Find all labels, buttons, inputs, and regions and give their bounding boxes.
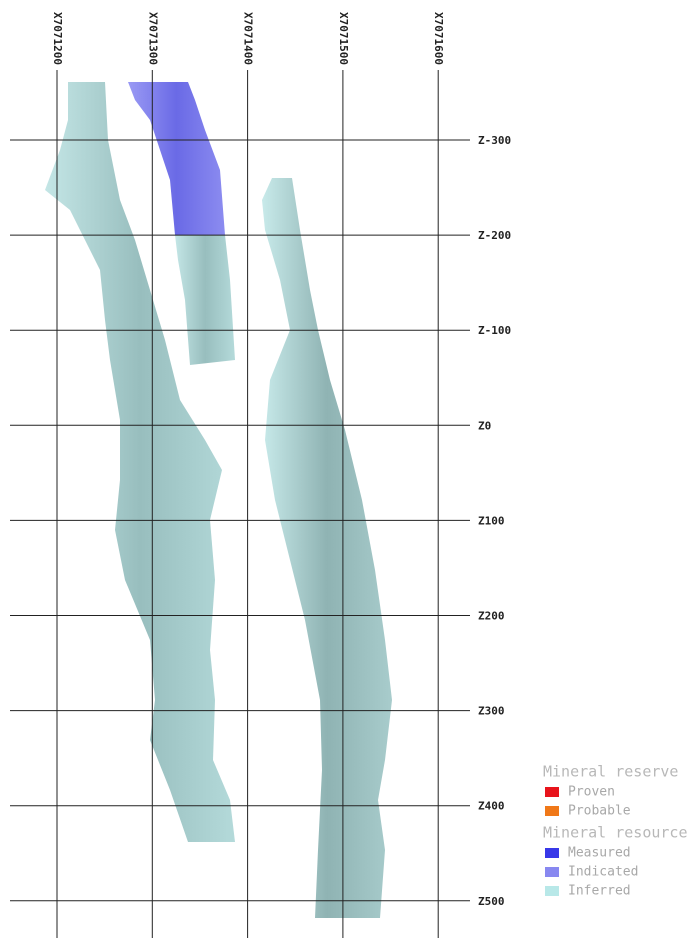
x-label: X7071600: [432, 12, 445, 65]
z-label: Z400: [478, 800, 505, 813]
z-label: Z0: [478, 419, 491, 432]
legend-swatch: [545, 886, 559, 896]
z-label: Z200: [478, 610, 505, 623]
inferred-body-center: [175, 235, 235, 365]
inferred-body-west: [45, 82, 235, 842]
z-label: Z-100: [478, 324, 511, 337]
legend-label: Probable: [568, 804, 631, 819]
legend: Mineral reserve Proven Probable Mineral res…: [543, 763, 688, 899]
x-label: X7071200: [51, 12, 64, 65]
legend-swatch: [545, 848, 559, 858]
grid: X7071200 X7071300 X7071400 X7071500 X7071600…: [10, 12, 511, 938]
legend-swatch: [545, 806, 559, 816]
indicated-body: [128, 82, 225, 235]
z-label: Z100: [478, 514, 505, 527]
legend-title: Mineral reserve: [543, 763, 678, 781]
x-label: X7071500: [337, 12, 350, 65]
z-label: Z-300: [478, 134, 511, 147]
legend-swatch: [545, 787, 559, 797]
x-label: X7071400: [242, 12, 255, 65]
legend-label: Indicated: [568, 865, 638, 880]
z-label: Z300: [478, 705, 505, 718]
inferred-body-east: [262, 178, 392, 918]
legend-label: Inferred: [568, 884, 631, 899]
legend-swatch: [545, 867, 559, 877]
z-label: Z-200: [478, 229, 511, 242]
x-label: X7071300: [146, 12, 159, 65]
legend-title: Mineral resource: [543, 824, 688, 842]
legend-label: Proven: [568, 785, 615, 800]
z-label: Z500: [478, 895, 505, 908]
legend-label: Measured: [568, 846, 631, 861]
ore-bodies: [45, 82, 392, 918]
